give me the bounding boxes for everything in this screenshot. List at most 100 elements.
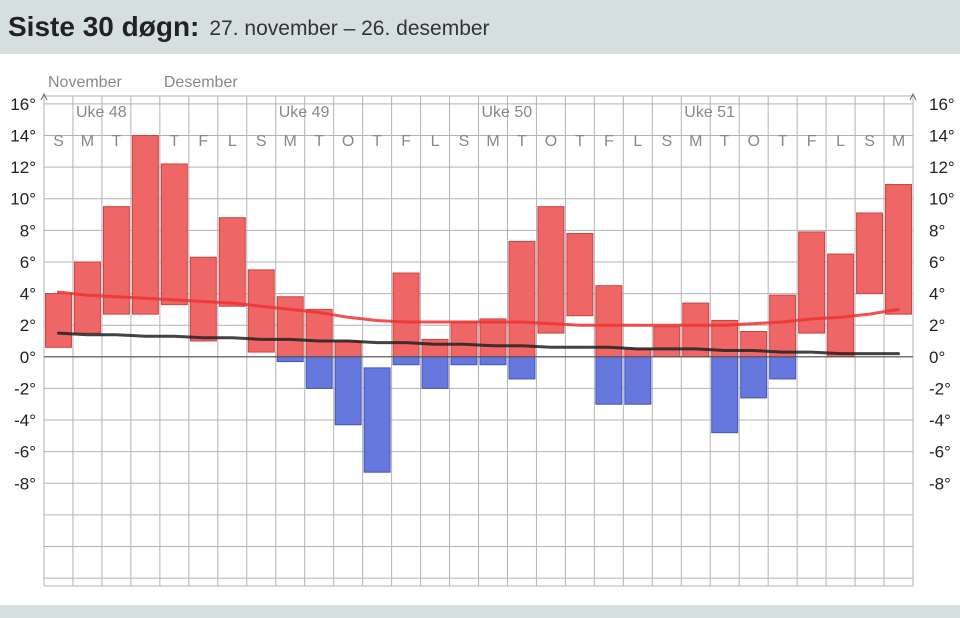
y-tick-label-right: 16° [929, 95, 955, 114]
temperature-bar-cold [305, 356, 333, 389]
y-tick-label-left: -8° [14, 474, 36, 493]
month-label: November [48, 74, 122, 91]
y-tick-label-right: 8° [929, 221, 945, 240]
temperature-bar-warm [537, 206, 565, 334]
temperature-bar-warm [334, 340, 362, 358]
header-title: Siste 30 døgn: [8, 11, 200, 42]
temperature-bar-cold [334, 356, 362, 426]
day-label: F [807, 133, 817, 150]
temperature-bar-cold [276, 356, 304, 363]
temperature-bar-warm [769, 294, 797, 358]
temperature-bar-warm [189, 256, 217, 342]
temperature-bar-warm [595, 285, 623, 358]
week-label: Uke 48 [76, 104, 127, 121]
y-tick-label-right: -6° [929, 443, 951, 462]
day-label: M [284, 133, 297, 150]
day-label: F [604, 133, 614, 150]
temperature-bar-warm [827, 253, 855, 358]
temperature-bar-warm [856, 212, 884, 295]
day-label: M [81, 133, 94, 150]
day-label: S [53, 133, 64, 150]
day-label: O [747, 133, 759, 150]
week-label: Uke 49 [279, 104, 330, 121]
y-tick-label-right: -8° [929, 474, 951, 493]
y-tick-label-right: 14° [929, 127, 955, 146]
y-tick-label-left: 12° [10, 158, 36, 177]
day-label: S [256, 133, 267, 150]
temperature-bar-warm [740, 331, 768, 358]
y-tick-label-right: -2° [929, 379, 951, 398]
day-label: T [720, 133, 730, 150]
temperature-bar-cold [769, 356, 797, 380]
y-tick-label-left: 10° [10, 190, 36, 209]
day-label: T [169, 133, 179, 150]
y-tick-label-left: 8° [20, 221, 36, 240]
normal-max-line [57, 290, 900, 327]
y-tick-label-left: 6° [20, 253, 36, 272]
temperature-bar-cold [450, 356, 478, 366]
day-label: O [342, 133, 354, 150]
week-label: Uke 51 [684, 104, 735, 121]
temperature-bar-warm [73, 261, 101, 334]
temperature-bar-cold [711, 356, 739, 434]
day-label: L [228, 133, 237, 150]
day-label: M [486, 133, 499, 150]
week-label: Uke 50 [482, 104, 533, 121]
month-label: Desember [164, 74, 238, 91]
temperature-bar-warm [798, 231, 826, 334]
day-label: T [372, 133, 382, 150]
day-label: S [661, 133, 672, 150]
y-tick-label-left: -2° [14, 379, 36, 398]
y-tick-label-left: -4° [14, 411, 36, 430]
left-axis-arrow [40, 92, 48, 101]
temperature-chart: November Desember Uke 48 Uke 49 Uke 50 Uke 51… [10, 74, 955, 587]
day-label: S [864, 133, 875, 150]
day-label: F [401, 133, 411, 150]
y-tick-label-right: 2° [929, 316, 945, 335]
day-label: T [314, 133, 324, 150]
temperature-bar-cold [595, 356, 623, 405]
temperature-bar-warm [508, 240, 536, 358]
y-tick-label-left: 2° [20, 316, 36, 335]
day-label: O [545, 133, 557, 150]
temperature-bar-warm [885, 184, 912, 315]
day-label: F [198, 133, 208, 150]
day-label: T [575, 133, 585, 150]
temperature-bar-cold [421, 356, 449, 389]
day-label: M [892, 133, 905, 150]
y-tick-label-right: -4° [929, 411, 951, 430]
temperature-bar-cold [624, 356, 652, 405]
temperature-bar-warm [305, 308, 333, 358]
temperature-bar-warm [653, 326, 681, 358]
temperature-bar-warm [160, 163, 188, 306]
y-tick-label-right: 4° [929, 285, 945, 304]
temperature-bar-cold [508, 356, 536, 380]
y-tick-label-right: 12° [929, 158, 955, 177]
day-label: T [778, 133, 788, 150]
temperature-bar-warm [479, 318, 507, 358]
header-date-range: 27. november – 26. desember [209, 17, 490, 40]
day-label: L [836, 133, 845, 150]
chart-header: Siste 30 døgn: 27. november – 26. desemb… [0, 0, 960, 54]
temperature-bar-cold [363, 367, 391, 473]
temperature-bar-warm [566, 233, 594, 317]
day-label: L [431, 133, 440, 150]
y-tick-label-right: 6° [929, 253, 945, 272]
y-tick-label-right: 0° [929, 348, 945, 367]
day-label: S [459, 133, 470, 150]
normal-min-line [57, 331, 900, 356]
footer-bar [0, 605, 960, 618]
temperature-bar-warm [421, 338, 449, 358]
temperature-bar-warm [450, 321, 478, 358]
y-tick-label-left: 16° [10, 95, 36, 114]
temperature-bar-cold [392, 356, 420, 366]
temperature-bar-warm [131, 135, 159, 315]
temperature-bar-warm [45, 293, 72, 348]
day-label: L [633, 133, 642, 150]
day-label: T [517, 133, 527, 150]
y-tick-label-left: -6° [14, 443, 36, 462]
y-tick-label-left: 0° [20, 348, 36, 367]
y-tick-label-left: 14° [10, 127, 36, 146]
temperature-bar-cold [740, 356, 768, 399]
y-tick-label-right: 10° [929, 190, 955, 209]
